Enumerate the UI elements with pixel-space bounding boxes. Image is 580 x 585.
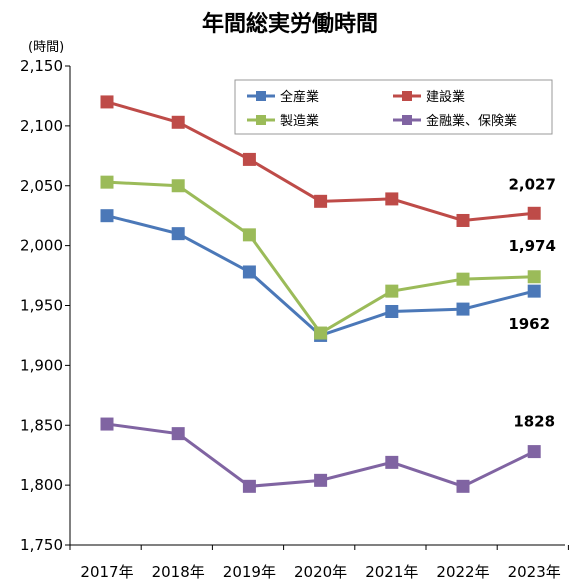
- end-value-label: 1962: [508, 315, 550, 333]
- x-tick-label: 2019年: [223, 563, 276, 581]
- end-value-label: 2,027: [508, 175, 555, 193]
- series-marker: [314, 326, 328, 340]
- series-marker: [242, 265, 256, 279]
- legend-label: 建設業: [426, 89, 465, 105]
- series-marker: [314, 473, 328, 487]
- legend-marker: [402, 91, 412, 101]
- legend-box: [234, 79, 553, 135]
- y-tick-label: 2,100: [20, 117, 63, 135]
- series-group: [100, 95, 541, 227]
- chart-title: 年間総実労働時間: [201, 12, 378, 37]
- series-marker: [456, 302, 470, 316]
- y-tick-label: 1,750: [20, 536, 63, 554]
- series-marker: [171, 115, 185, 129]
- legend-label: 金融業、保険業: [426, 113, 517, 129]
- x-tick-label: 2017年: [80, 563, 133, 581]
- series-layer: [100, 95, 541, 493]
- legend-marker: [256, 91, 266, 101]
- series-line: [106, 214, 535, 338]
- series-marker: [171, 227, 185, 241]
- series-marker: [100, 95, 114, 109]
- legend-label: 製造業: [280, 113, 319, 129]
- series-marker: [100, 175, 114, 189]
- series-marker: [385, 192, 399, 206]
- series-marker: [527, 270, 541, 284]
- series-marker: [242, 152, 256, 166]
- x-tick-label: 2021年: [365, 563, 418, 581]
- x-tick-label: 2023年: [508, 563, 561, 581]
- series-group: [100, 209, 541, 342]
- end-value-label: 1,974: [508, 237, 555, 255]
- series-marker: [314, 194, 328, 208]
- series-marker: [100, 417, 114, 431]
- series-marker: [171, 427, 185, 441]
- series-marker: [456, 479, 470, 493]
- legend-marker: [402, 115, 412, 125]
- y-axis-ticks: 1,750 1,800 1,850 1,900 1,950 2,000 2,050 2,100…: [20, 57, 70, 554]
- y-tick-label: 1,800: [20, 476, 63, 494]
- x-tick-label: 2020年: [294, 563, 347, 581]
- series-marker: [527, 206, 541, 220]
- end-value-labels: 1962 2,027 1,974 1828: [508, 175, 556, 430]
- y-tick-label: 2,150: [20, 57, 63, 75]
- series-marker: [456, 272, 470, 286]
- legend-marker: [256, 115, 266, 125]
- series-marker: [385, 455, 399, 469]
- series-marker: [242, 479, 256, 493]
- series-marker: [242, 228, 256, 242]
- series-marker: [100, 209, 114, 223]
- series-marker: [527, 284, 541, 298]
- y-axis-unit-label: (時間): [28, 40, 64, 55]
- x-axis-ticks: 2017年 2018年 2019年 2020年 2021年 2022年 2023年: [69, 545, 569, 581]
- y-tick-label: 1,850: [20, 416, 63, 434]
- y-tick-label: 2,000: [20, 237, 63, 255]
- series-marker: [171, 179, 185, 193]
- series-marker: [385, 304, 399, 318]
- y-tick-label: 1,950: [20, 297, 63, 315]
- x-tick-label: 2018年: [152, 563, 205, 581]
- legend-label: 全産業: [280, 89, 319, 105]
- end-value-label: 1828: [513, 413, 555, 431]
- y-tick-label: 2,050: [20, 177, 63, 195]
- y-tick-label: 1,900: [20, 356, 63, 374]
- series-marker: [456, 213, 470, 227]
- series-group: [100, 417, 541, 493]
- series-group: [100, 175, 541, 340]
- series-marker: [527, 445, 541, 459]
- series-marker: [385, 284, 399, 298]
- x-tick-label: 2022年: [436, 563, 489, 581]
